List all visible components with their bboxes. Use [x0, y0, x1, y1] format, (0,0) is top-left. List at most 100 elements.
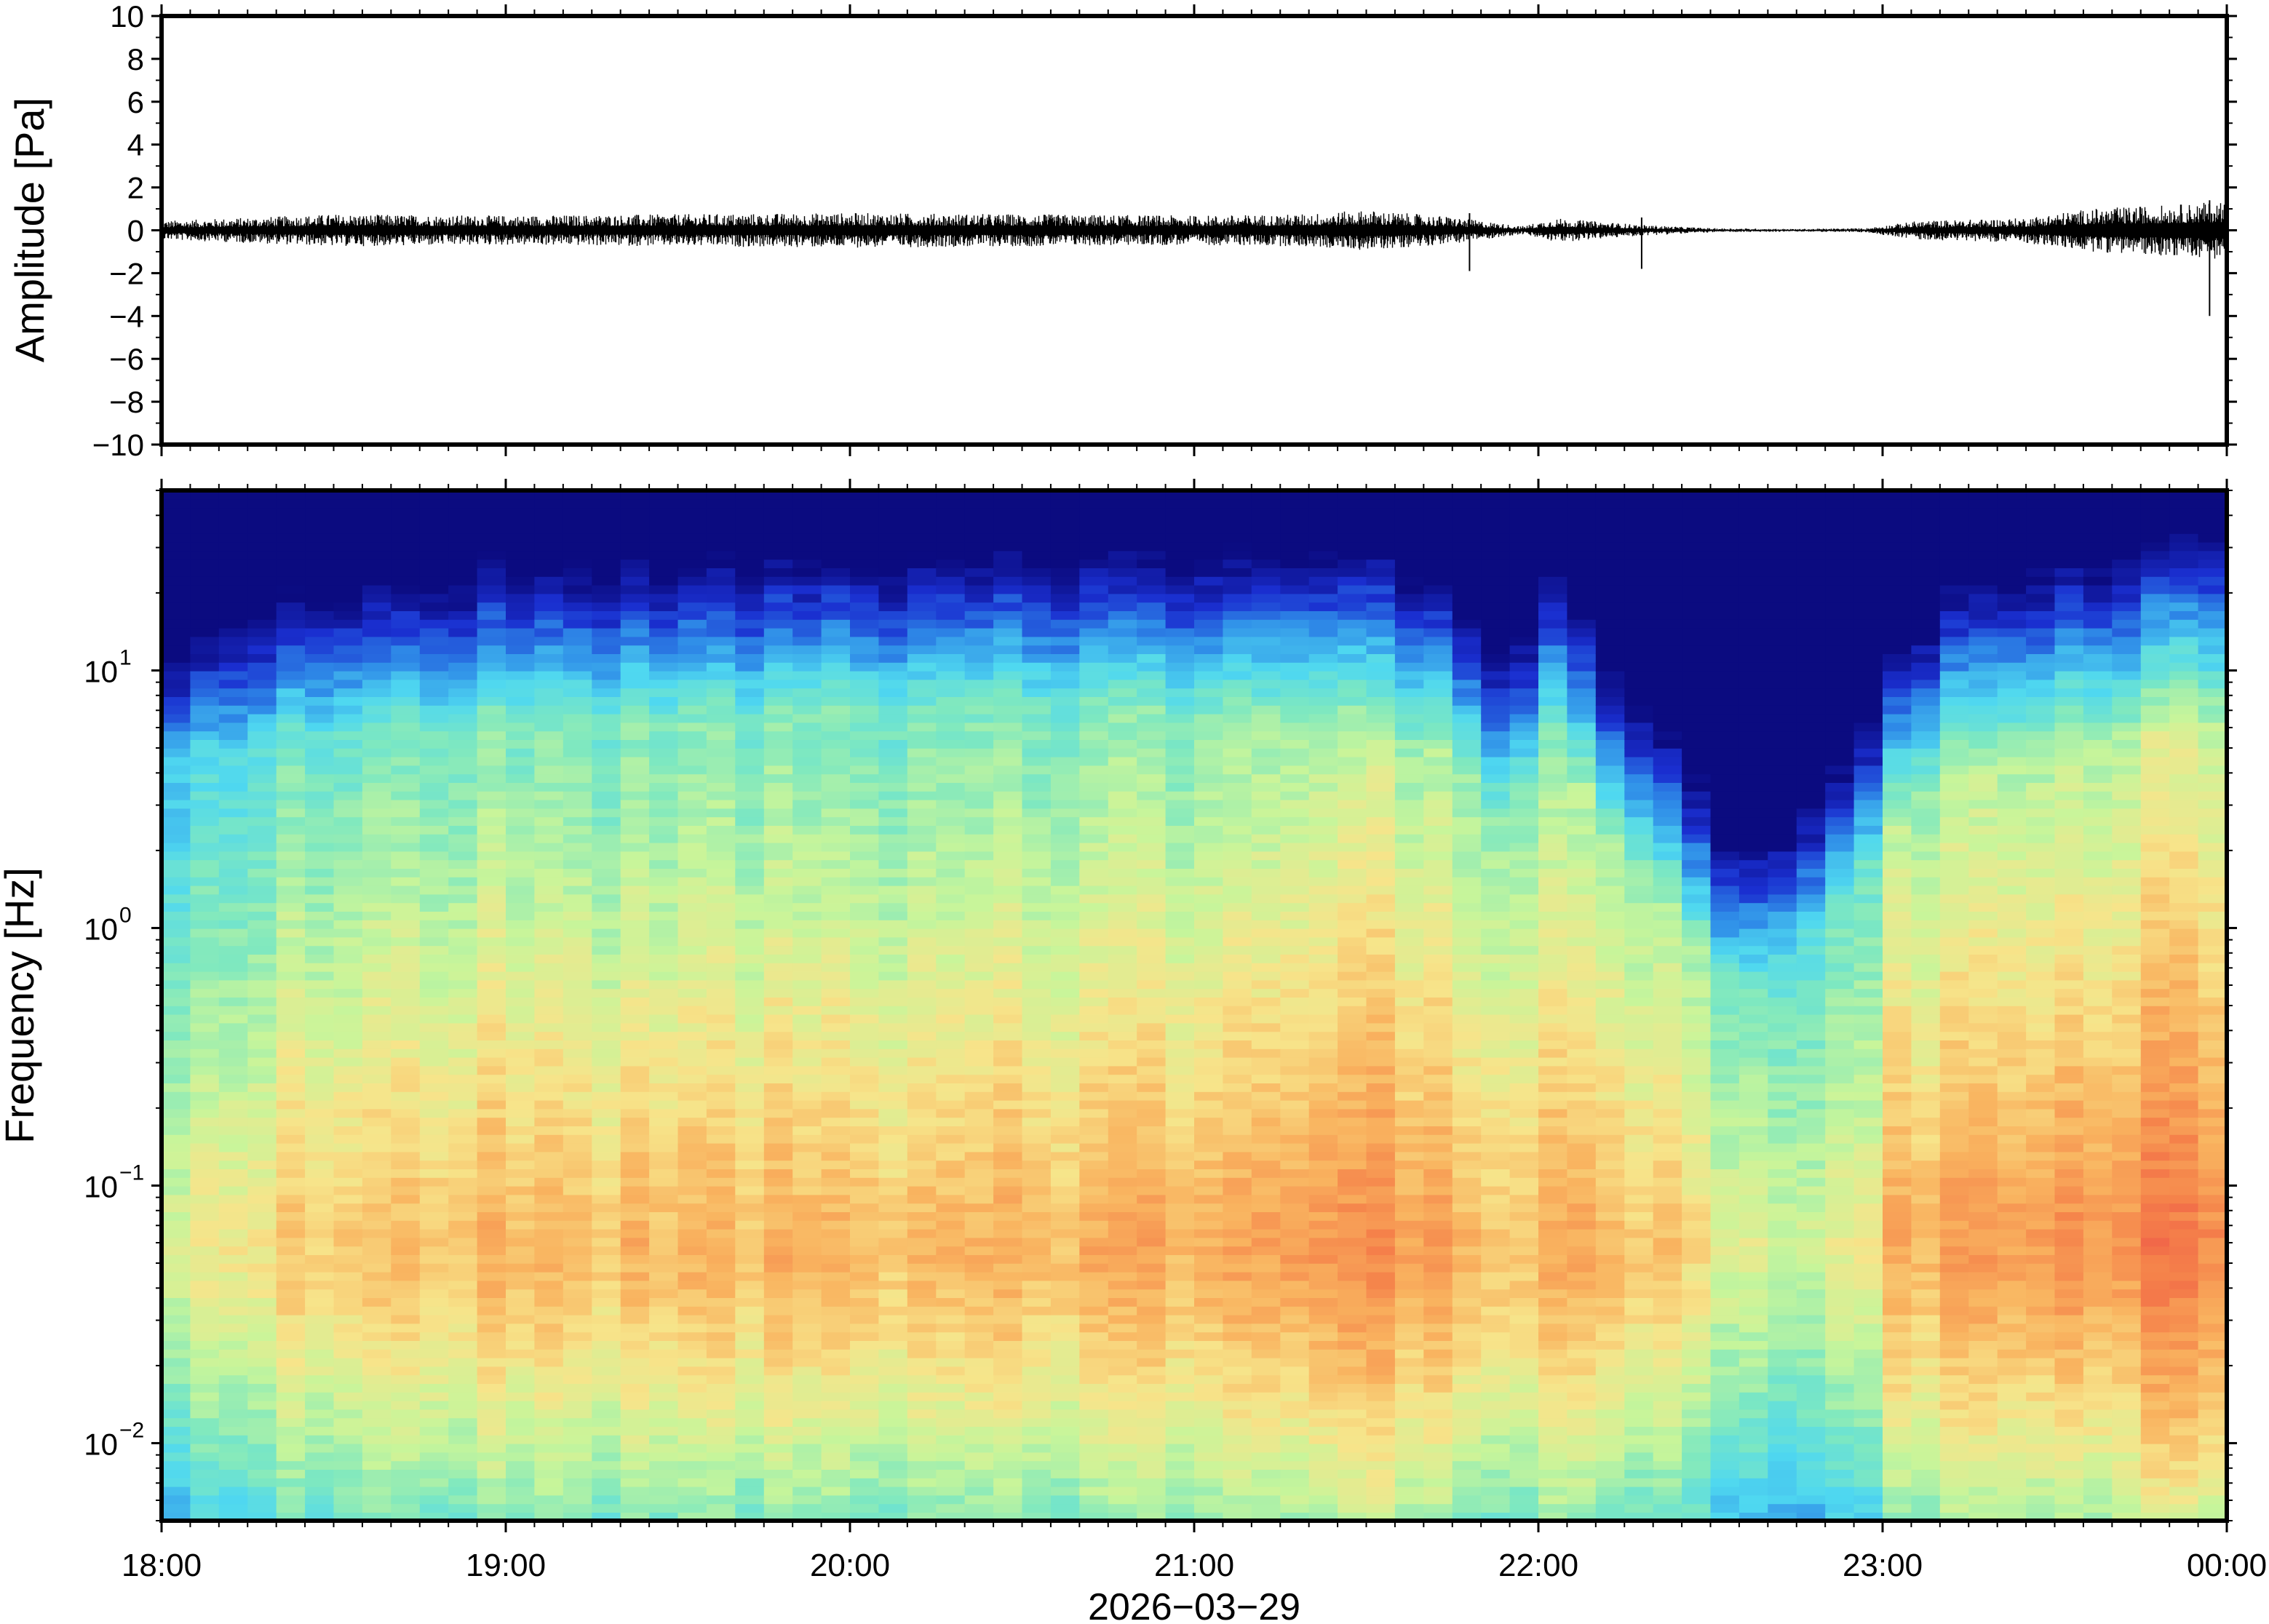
spectrogram-cell [1165, 1357, 1195, 1367]
spectrogram-cell [391, 636, 421, 646]
spectrogram-cell [477, 1108, 506, 1118]
spectrogram-cell [534, 920, 564, 929]
spectrogram-cell [850, 765, 880, 775]
spectrogram-cell [162, 902, 191, 912]
spectrogram-cell [1308, 1211, 1338, 1221]
spectrogram-cell [563, 1271, 592, 1281]
spectrogram-cell [1108, 1211, 1137, 1221]
spectrogram-cell [333, 1374, 363, 1384]
spectrogram-cell [190, 636, 220, 646]
spectrogram-cell [333, 1417, 363, 1427]
spectrogram-cell [419, 593, 449, 603]
spectrogram-cell [850, 653, 880, 663]
spectrogram-cell [878, 782, 908, 792]
spectrogram-cell [190, 842, 220, 852]
spectrogram-cell [391, 782, 421, 792]
spectrogram-cell [1137, 568, 1167, 577]
spectrogram-cell [592, 1374, 621, 1384]
spectrogram-cell [1079, 1065, 1109, 1075]
spectrogram-cell [821, 713, 851, 723]
spectrogram-cell [1165, 1022, 1195, 1032]
spectrogram-cell [1050, 696, 1081, 706]
spectrogram-cell [993, 868, 1023, 877]
spectrogram-cell [763, 636, 793, 646]
spectrogram-cell [1050, 739, 1081, 749]
spectrogram-cell [534, 1383, 564, 1393]
spectrogram-cell [534, 971, 564, 981]
spectrogram-cell [649, 1091, 679, 1101]
spectrogram-cell [190, 1177, 220, 1187]
spectrogram-cell [419, 1237, 449, 1247]
spectrogram-cell [706, 688, 736, 697]
spectrogram-cell [506, 1194, 536, 1204]
spectrogram-cell [1194, 1246, 1224, 1255]
spectrogram-cell [1022, 971, 1052, 981]
spectrogram-cell [763, 1185, 793, 1195]
spectrogram-cell [592, 1271, 621, 1281]
spectrogram-cell [276, 1443, 306, 1453]
spectrogram-cell [477, 936, 506, 947]
spectrogram-cell [907, 507, 937, 517]
spectrogram-cell [907, 705, 937, 715]
spectrogram-cell [735, 1340, 765, 1350]
spectrogram-cell [1050, 945, 1081, 955]
spectrogram-cell [1079, 1151, 1109, 1161]
spectrogram-cell [448, 1022, 478, 1032]
spectrogram-cell [1165, 963, 1195, 972]
spectrogram-cell [448, 627, 478, 637]
spectrogram-cell [706, 713, 736, 723]
spectrogram-cell [993, 791, 1023, 800]
spectrogram-cell [276, 859, 306, 869]
spectrogram-cell [993, 541, 1023, 552]
spectrogram-cell [964, 859, 994, 869]
spectrogram-cell [735, 507, 765, 517]
spectrogram-cell [563, 490, 592, 500]
spectrogram-cell [1050, 782, 1081, 792]
spectrogram-cell [162, 1452, 191, 1462]
spectrogram-cell [391, 1263, 421, 1273]
spectrogram-cell [1165, 610, 1195, 620]
spectrogram-cell [1079, 1443, 1109, 1453]
spectrogram-cell [218, 1228, 248, 1238]
spectrogram-cell [305, 1512, 335, 1521]
spectrogram-cell [706, 1478, 736, 1487]
spectrogram-cell [419, 1134, 449, 1144]
spectrogram-cell [763, 816, 793, 826]
spectrogram-cell [1079, 954, 1109, 963]
spectrogram-cell [448, 670, 478, 680]
spectrogram-cell [592, 1289, 621, 1298]
spectrogram-cell [1079, 1340, 1109, 1350]
spectrogram-cell [162, 1099, 191, 1110]
spectrogram-cell [1251, 1340, 1281, 1350]
spectrogram-cell [1251, 688, 1281, 697]
spectrogram-cell [477, 1280, 506, 1290]
spectrogram-cell [936, 1091, 966, 1101]
spectrogram-cell [419, 1263, 449, 1273]
spectrogram-cell [907, 1134, 937, 1144]
spectrogram-cell [333, 1065, 363, 1075]
spectrogram-cell [419, 1142, 449, 1153]
spectrogram-cell [162, 679, 191, 689]
spectrogram-cell [506, 1237, 536, 1247]
spectrogram-cell [218, 662, 248, 672]
spectrogram-cell [448, 791, 478, 800]
spectrogram-cell [850, 1289, 880, 1298]
spectrogram-cell [506, 1503, 536, 1513]
spectrogram-cell [1194, 1280, 1224, 1290]
spectrogram-cell [649, 954, 679, 963]
spectrogram-cell [419, 1443, 449, 1453]
spectrogram-cell [878, 1452, 908, 1462]
spectrogram-cell [1050, 902, 1081, 912]
spectrogram-cell [1165, 696, 1195, 706]
spectrogram-cell [706, 825, 736, 835]
spectrogram-cell [1108, 791, 1137, 800]
spectrogram-cell [1280, 490, 1310, 500]
spectrogram-cell [1108, 1332, 1137, 1341]
spectrogram-cell [1165, 1366, 1195, 1376]
spectrogram-cell [534, 1254, 564, 1264]
spectrogram-cell [1108, 782, 1137, 792]
spectrogram-cell [1079, 1263, 1109, 1273]
spectrogram-cell [1050, 773, 1081, 783]
spectrogram-cell [792, 1048, 822, 1058]
spectrogram-cell [878, 1031, 908, 1040]
